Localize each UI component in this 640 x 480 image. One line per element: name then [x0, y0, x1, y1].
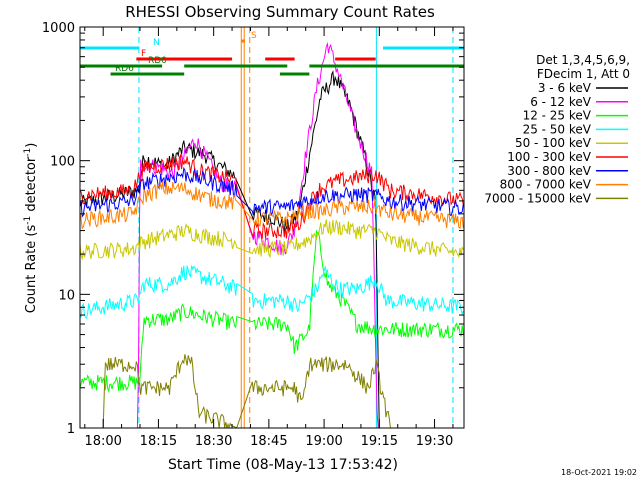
legend-title-line2: FDecim 1, Att 0 — [537, 67, 630, 81]
chart-title: RHESSI Observing Summary Count Rates — [125, 3, 435, 21]
legend-label: 300 - 800 keV — [507, 164, 591, 178]
x-tick-label: 18:00 — [84, 434, 121, 449]
x-tick-label: 18:15 — [140, 434, 177, 449]
series-line — [80, 70, 464, 428]
series-line — [80, 265, 464, 319]
x-tick-label: 19:00 — [305, 434, 342, 449]
flag-label: RD0 — [148, 56, 167, 66]
legend-label: 25 - 50 keV — [523, 122, 592, 136]
series-line — [80, 219, 464, 261]
flag-label: RD6 — [115, 64, 134, 74]
y-tick-label: 1 — [67, 422, 75, 437]
y-axis-label: Count Rate (s-1 detector-1) — [23, 143, 39, 314]
legend-label: 7000 - 15000 keV — [484, 191, 591, 205]
legend-title-line1: Det 1,3,4,5,6,9, — [536, 53, 630, 67]
x-tick-label: 19:30 — [416, 434, 453, 449]
series-line — [80, 354, 464, 428]
series-line — [80, 181, 464, 230]
x-axis: 18:00 18:15 18:30 18:45 19:00 19:15 19:30 — [84, 27, 454, 449]
legend-label: 50 - 100 keV — [515, 136, 592, 150]
y-axis: 1 10 100 1000 — [42, 21, 464, 437]
series-line — [80, 41, 464, 428]
flag-label: S — [251, 31, 257, 41]
flag-label: F — [141, 49, 146, 59]
plot-frame — [79, 26, 465, 429]
legend: Det 1,3,4,5,6,9, FDecim 1, Att 0 3 - 6 k… — [484, 53, 630, 205]
flag-label: N — [153, 38, 160, 48]
y-tick-label: 10 — [58, 288, 75, 303]
x-tick-label: 19:15 — [361, 434, 398, 449]
series-line — [80, 166, 464, 218]
y-tick-label: 100 — [50, 155, 75, 170]
x-tick-label: 18:30 — [195, 434, 232, 449]
legend-label: 800 - 7000 keV — [500, 178, 592, 192]
legend-label: 6 - 12 keV — [530, 95, 592, 109]
legend-label: 3 - 6 keV — [538, 81, 592, 95]
series-lines — [80, 41, 464, 428]
x-tick-label: 18:45 — [250, 434, 287, 449]
y-tick-label: 1000 — [42, 21, 75, 36]
footer-date: 18-Oct-2021 19:02 — [561, 468, 637, 477]
legend-label: 12 - 25 keV — [523, 109, 592, 123]
series-line — [80, 229, 464, 393]
legend-label: 100 - 300 keV — [507, 150, 591, 164]
x-axis-label: Start Time (08-May-13 17:53:42) — [168, 457, 398, 473]
